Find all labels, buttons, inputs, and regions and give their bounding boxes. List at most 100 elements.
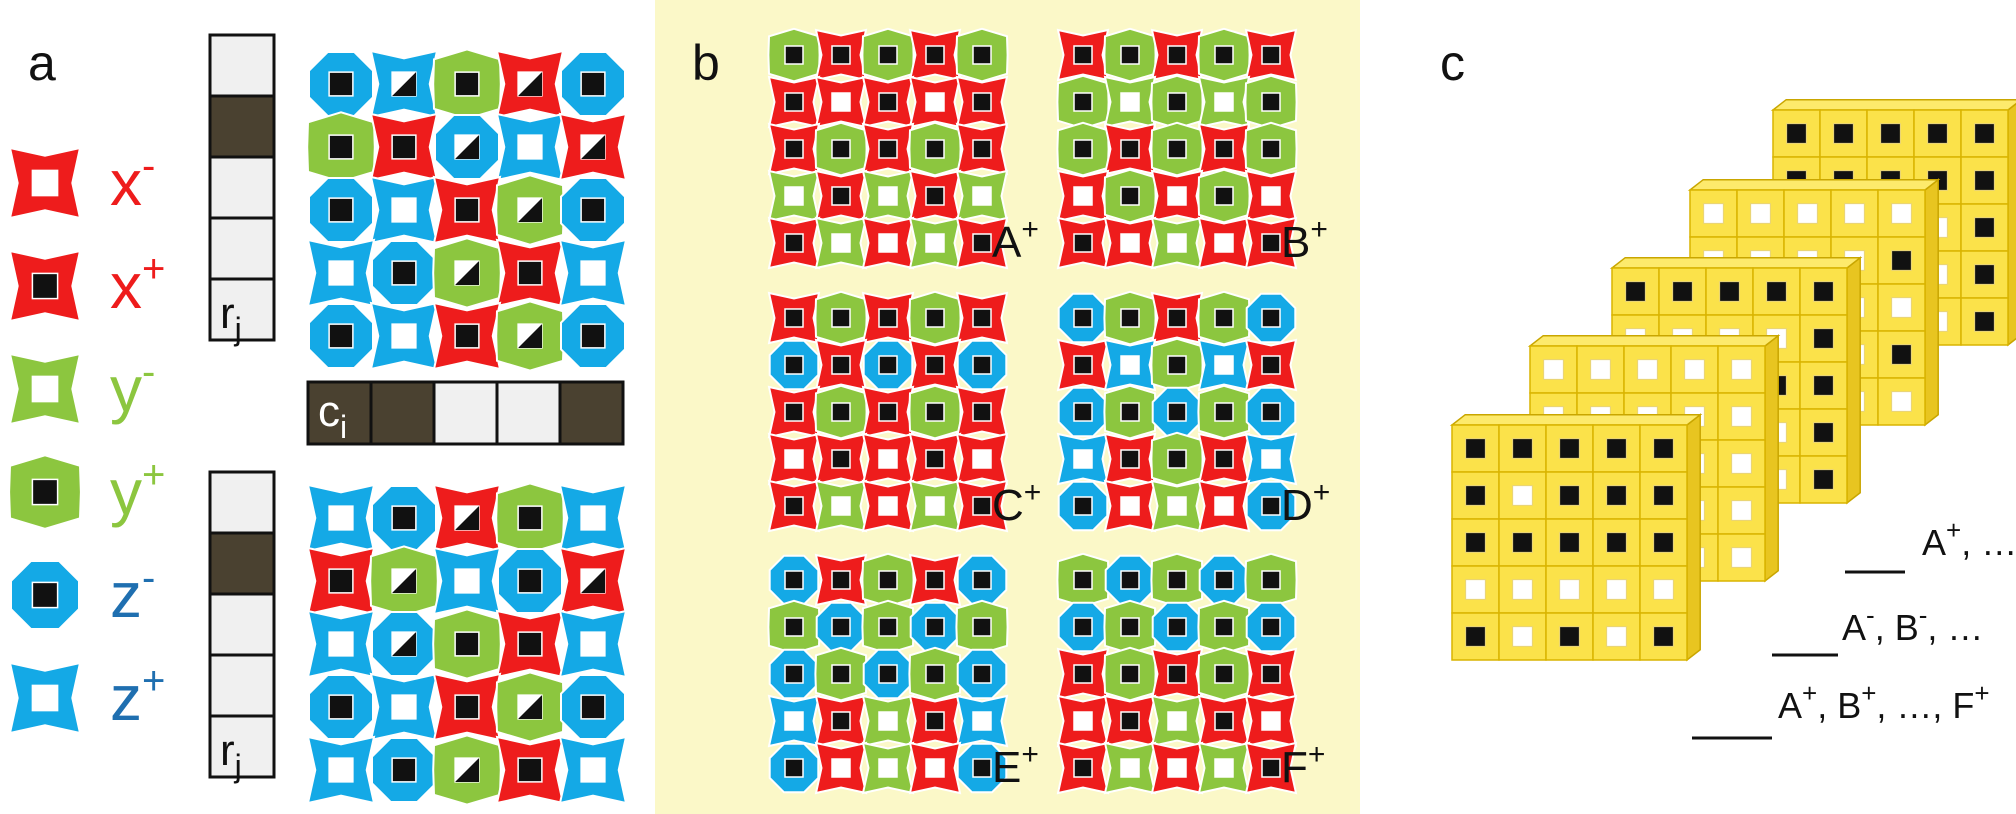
tile: [814, 741, 868, 795]
panel-a-label: a: [28, 35, 56, 91]
tile: [814, 479, 868, 533]
tile: [1244, 741, 1298, 795]
legend-tile-z-minus: [10, 560, 80, 630]
tile: [1103, 290, 1157, 346]
tiling-top: [306, 48, 628, 372]
tile: [1245, 292, 1297, 344]
tile: [1056, 552, 1110, 608]
tile: [955, 122, 1009, 176]
tile: [861, 741, 915, 795]
tile: [1103, 338, 1157, 392]
tile: [1103, 168, 1157, 224]
tile: [861, 75, 915, 129]
tile: [768, 339, 820, 391]
tile: [558, 609, 628, 679]
tile: [861, 599, 915, 655]
tile: [861, 694, 915, 748]
bit-cell: [208, 216, 276, 281]
tile: [1056, 432, 1110, 486]
pattern-label-D: D+: [1281, 476, 1330, 530]
cube-layer-5: [1449, 413, 1703, 662]
tile: [1150, 291, 1204, 345]
tile: [371, 485, 437, 551]
tile: [1244, 121, 1298, 177]
tile: [955, 169, 1009, 223]
tile: [955, 385, 1009, 439]
cube-cell: [1877, 330, 1926, 379]
tile: [558, 735, 628, 805]
tile: [768, 742, 820, 794]
tile: [767, 694, 821, 748]
tile: [495, 238, 565, 308]
tile: [432, 48, 502, 120]
tile: [908, 479, 962, 533]
tile: [767, 432, 821, 486]
tile: [1150, 216, 1204, 270]
bit-cell: [208, 592, 276, 657]
tile: [1244, 216, 1298, 270]
tile: [369, 112, 439, 182]
tile: [767, 122, 821, 176]
tile: [1056, 74, 1110, 130]
tile: [1197, 432, 1251, 486]
tile: [814, 694, 868, 748]
tile: [1150, 552, 1204, 608]
tile: [955, 75, 1009, 129]
tile: [1197, 338, 1251, 392]
tile: [497, 548, 563, 614]
tile: [861, 169, 915, 223]
tile: [1056, 28, 1110, 82]
tile: [1056, 694, 1110, 748]
tile: [1056, 338, 1110, 392]
tile: [767, 216, 821, 270]
tile: [861, 385, 915, 439]
tile: [1244, 74, 1298, 130]
pattern-A-plus: [767, 27, 1009, 270]
tile: [1104, 554, 1156, 606]
tile: [956, 339, 1008, 391]
tile: [1151, 601, 1203, 653]
tile: [1103, 216, 1157, 270]
tile: [908, 741, 962, 795]
tile: [495, 609, 565, 679]
tile: [815, 601, 867, 653]
tile: [1151, 386, 1203, 438]
tile: [1197, 290, 1251, 346]
tile: [558, 238, 628, 308]
tile: [862, 339, 914, 391]
bit-cell: [208, 94, 276, 159]
annotation-label: A-, B-, …: [1842, 600, 1983, 648]
tile: [768, 648, 820, 700]
tile: [908, 28, 962, 82]
tile: [908, 290, 962, 346]
bit-cell: [306, 380, 373, 446]
tile: [1150, 694, 1204, 748]
tile: [306, 546, 376, 616]
tile: [432, 301, 502, 371]
tile: [308, 177, 374, 243]
panel-c-cube-stack: [1449, 98, 2016, 662]
tile: [861, 122, 915, 176]
tile: [1197, 646, 1251, 702]
bit-cell: [208, 33, 276, 98]
bit-cell: [432, 380, 499, 446]
tile: [814, 338, 868, 392]
tile: [1057, 601, 1109, 653]
column-vector: ci: [306, 380, 625, 446]
bit-cell: [208, 714, 276, 779]
tile: [908, 432, 962, 486]
tile: [558, 483, 628, 553]
legend-label-y-plus: y+: [110, 453, 165, 528]
tile: [814, 432, 868, 486]
annotation-label: A+, …: [1922, 515, 2016, 563]
tile: [955, 291, 1009, 345]
tile: [1197, 741, 1251, 795]
tile: [1197, 168, 1251, 224]
tile: [908, 216, 962, 270]
tile: [1103, 741, 1157, 795]
tile: [1244, 28, 1298, 82]
tile: [432, 546, 502, 616]
tile: [1245, 480, 1297, 532]
tile: [955, 27, 1009, 83]
tile: [862, 648, 914, 700]
